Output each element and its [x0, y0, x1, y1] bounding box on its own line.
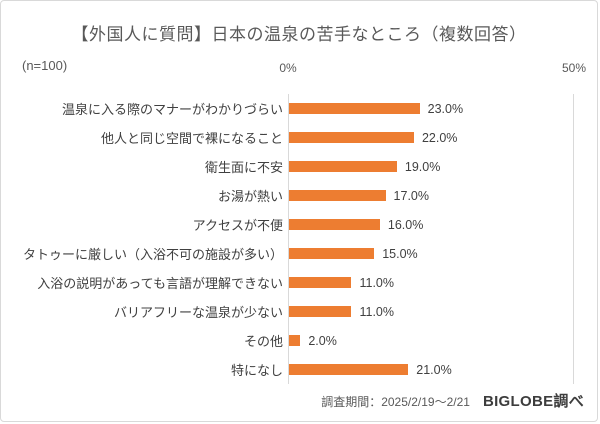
- value-label: 11.0%: [359, 275, 394, 290]
- category-label: タトゥーに厳しい（入浴不可の施設が多い）: [22, 247, 283, 262]
- bar: [289, 161, 397, 172]
- bar: [289, 132, 414, 143]
- source-label: BIGLOBE調べ: [482, 393, 584, 410]
- value-label: 2.0%: [308, 333, 337, 348]
- chart-title: 【外国人に質問】日本の温泉の苦手なところ（複数回答）: [71, 25, 527, 44]
- value-label: 22.0%: [421, 130, 458, 145]
- bar-row: 16.0%: [289, 210, 573, 239]
- bar: [289, 306, 352, 317]
- bar: [289, 190, 386, 201]
- bar-row: 15.0%: [289, 239, 573, 268]
- value-label: 19.0%: [404, 159, 441, 174]
- value-label: 11.0%: [359, 304, 394, 319]
- chart-footer: 調査期間：2025/2/19～2/21 BIGLOBE調べ: [321, 390, 584, 411]
- value-label: 21.0%: [416, 362, 452, 377]
- x-axis-tick-0: 0%: [279, 61, 297, 75]
- category-label: 入浴の説明があっても言語が理解できない: [37, 276, 283, 291]
- value-label: 17.0%: [393, 188, 429, 203]
- bar-row: 11.0%: [289, 268, 573, 297]
- bar: [289, 364, 409, 375]
- bar-row: 17.0%: [289, 181, 573, 210]
- category-label: その他: [243, 334, 283, 349]
- sample-size-label: (n=100): [22, 58, 68, 73]
- survey-period-label: 調査期間：2025/2/19～2/21: [321, 395, 470, 409]
- bar-row: 23.0%: [289, 94, 573, 123]
- bar: [289, 219, 380, 230]
- plot-area: 23.0% 22.0% 19.0% 17.0% 16.0% 15.0% 11.0% 11.0%…: [288, 94, 574, 384]
- value-label: 15.0%: [382, 246, 418, 261]
- category-label: 他人と同じ空間で裸になること: [100, 131, 283, 146]
- bar: [289, 248, 375, 259]
- bar-row: 2.0%: [289, 326, 573, 355]
- bar-row: 11.0%: [289, 297, 573, 326]
- category-label: お湯が熱い: [217, 189, 283, 204]
- category-label: バリアフリーな温泉が少ない: [113, 305, 283, 320]
- bar: [289, 335, 301, 346]
- bar-row: 22.0%: [289, 123, 573, 152]
- category-label: 衛生面に不安: [204, 160, 283, 175]
- bar-row: 21.0%: [289, 355, 573, 384]
- category-labels: 温泉に入る際のマナーがわかりづらい他人と同じ空間で裸になること衛生面に不安お湯が…: [1, 94, 283, 384]
- bar: [289, 103, 420, 114]
- x-axis-tick-50: 50%: [561, 61, 587, 75]
- bar: [289, 277, 352, 288]
- category-label: 温泉に入る際のマナーがわかりづらい: [61, 102, 283, 117]
- bar-row: 19.0%: [289, 152, 573, 181]
- category-label: 特になし: [230, 363, 283, 378]
- category-label: アクセスが不便: [192, 218, 283, 233]
- value-label: 23.0%: [427, 101, 464, 116]
- value-label: 16.0%: [387, 217, 424, 232]
